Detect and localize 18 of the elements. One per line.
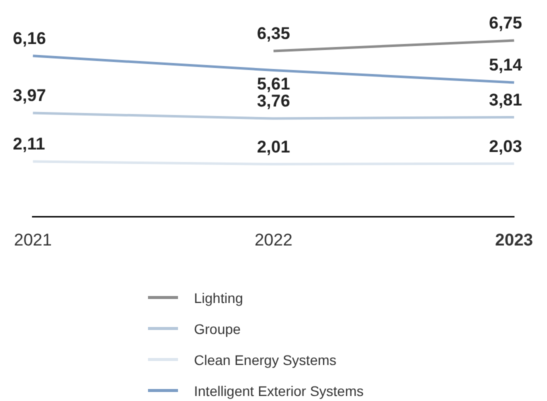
legend-label: Groupe	[194, 320, 241, 336]
x-tick-label: 2022	[254, 230, 292, 250]
data-label: 2,01	[256, 137, 290, 156]
legend-label: Lighting	[194, 290, 244, 306]
data-label: 2,03	[488, 136, 522, 156]
data-label: 6,35	[256, 24, 290, 44]
data-label: 6,75	[488, 14, 522, 33]
legend-label: Clean Energy Systems	[194, 352, 336, 368]
data-label: 6,16	[12, 29, 46, 48]
data-label: 5,14	[488, 56, 523, 75]
data-label: 2,11	[12, 134, 46, 154]
legend-label: Intelligent Exterior Systems	[194, 382, 364, 398]
data-label: 3,97	[12, 86, 46, 106]
data-label: 3,81	[488, 90, 522, 110]
data-label: 3,76	[256, 92, 290, 111]
x-tick-label: 2021	[14, 230, 52, 250]
x-tick-label: 2023	[495, 230, 534, 250]
data-label: 5,61	[256, 74, 290, 94]
